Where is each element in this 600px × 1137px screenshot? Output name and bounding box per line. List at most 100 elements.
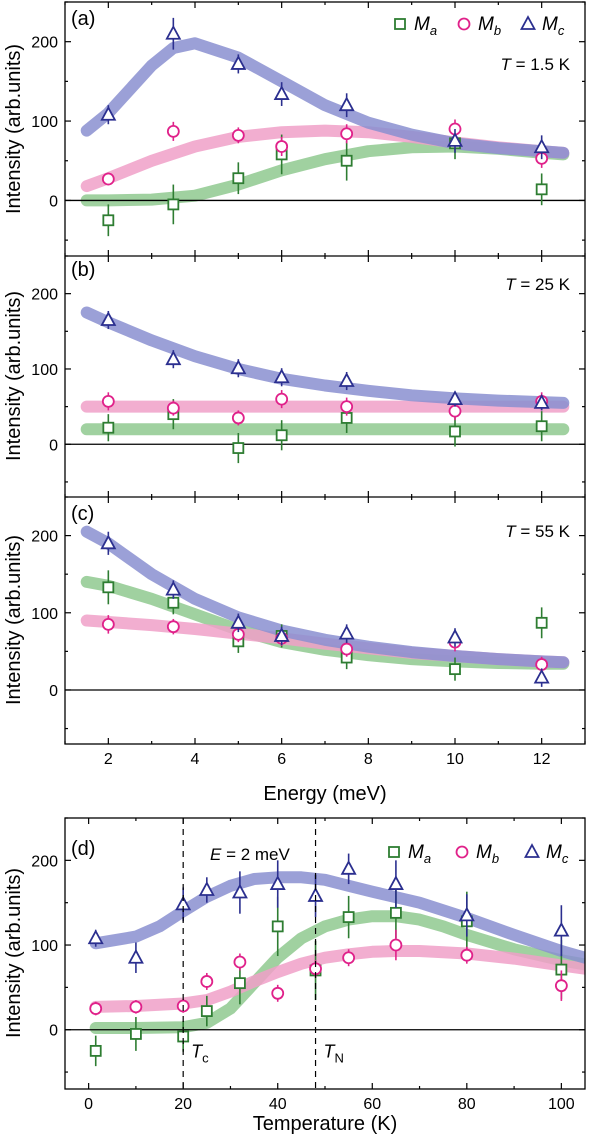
circle-marker	[340, 642, 354, 656]
square-marker	[102, 421, 115, 434]
panel-abc-frame	[64, 1, 586, 745]
circle-marker	[460, 948, 474, 962]
circle-marker	[89, 1002, 103, 1015]
square-marker	[232, 172, 245, 185]
y-tick-label-a: 0	[49, 193, 58, 210]
circle-marker	[166, 124, 180, 138]
triangle-marker	[127, 948, 144, 964]
circle-marker	[389, 938, 403, 952]
y-tick-label-c: 100	[31, 606, 58, 623]
panel-label-d: (d)	[71, 838, 95, 860]
circle-marker	[101, 394, 115, 408]
triangle-marker	[338, 96, 355, 112]
square-marker	[271, 920, 284, 933]
y-tick-label-c: 200	[31, 529, 58, 546]
y-tick-label-d: 100	[31, 938, 58, 955]
circle-marker	[231, 411, 245, 425]
square-marker	[449, 425, 461, 438]
triangle-marker	[231, 883, 248, 899]
triangle-marker	[273, 627, 290, 642]
fit-curve-b-c	[80, 306, 570, 409]
legend-triangle-marker	[519, 15, 537, 30]
legend-square-marker	[394, 18, 406, 30]
triangle-marker	[446, 390, 464, 405]
x-tick-label-c: 4	[191, 751, 200, 768]
triangle-marker	[230, 359, 247, 375]
circle-marker	[271, 986, 285, 1000]
y-axis-title-b: Intensity (arb.units)	[3, 291, 25, 461]
circle-marker	[200, 975, 214, 988]
vline-label-N: TN	[324, 1042, 344, 1066]
square-marker	[167, 596, 180, 609]
annotation-temperature-a: T = 1.5 K	[501, 55, 571, 74]
x-tick-label-d: 40	[269, 1096, 287, 1113]
legend-label-b: Mb	[478, 14, 501, 38]
legend-label-c: Mc	[542, 14, 565, 38]
fit-curve-d-c	[89, 871, 585, 964]
triangle-marker	[338, 624, 355, 640]
circle-marker	[166, 620, 180, 634]
circle-marker	[231, 128, 245, 142]
fit-curve-d-a	[89, 910, 585, 1034]
y-axis-title-c: Intensity (arb.units)	[3, 535, 25, 705]
x-tick-label-c: 8	[364, 751, 373, 768]
square-marker	[102, 214, 115, 227]
legend-label-c: Mc	[546, 842, 569, 866]
square-marker	[535, 183, 548, 196]
x-axis-title-temperature: Temperature (K)	[253, 1113, 398, 1135]
circle-marker	[275, 392, 289, 406]
triangle-marker	[446, 132, 464, 147]
circle-marker	[275, 140, 289, 153]
annotation-energy-d: E = 2 meV	[210, 845, 291, 864]
triangle-marker	[533, 138, 550, 154]
x-tick-label-d: 80	[458, 1096, 476, 1113]
triangle-marker	[100, 311, 117, 326]
square-marker	[535, 420, 548, 433]
triangle-marker	[387, 875, 404, 890]
square-marker	[130, 1028, 142, 1040]
triangle-marker	[230, 55, 247, 70]
square-marker	[275, 429, 288, 442]
fit-curve-a-c	[80, 37, 570, 159]
y-tick-label-b: 0	[49, 437, 58, 454]
fit-curves-d	[89, 871, 585, 1034]
legend-triangle-marker	[523, 843, 541, 858]
data-points	[87, 17, 570, 1067]
circle-marker	[340, 127, 354, 141]
circle-marker	[129, 1000, 143, 1014]
circle-marker	[448, 404, 462, 418]
circle-marker	[101, 617, 115, 631]
y-tick-label-a: 100	[31, 114, 58, 131]
circle-marker	[233, 955, 247, 969]
y-tick-label-b: 200	[31, 287, 58, 304]
x-tick-label-d: 20	[174, 1096, 192, 1113]
legend-label-a: Ma	[408, 842, 431, 866]
fit-curves-abc	[80, 37, 570, 670]
triangle-marker	[269, 875, 286, 890]
panel-label-c: (c)	[71, 503, 94, 525]
y-axis-title-a: Intensity (arb.units)	[3, 44, 25, 214]
fit-curve-d-b	[89, 945, 585, 1013]
legend-d: Ma Mb Mc	[388, 842, 569, 866]
y-axis-title-d: Intensity (arb.units)	[3, 868, 25, 1038]
triangle-marker	[340, 859, 357, 875]
triangle-marker	[273, 85, 290, 100]
x-tick-label-d: 60	[363, 1096, 381, 1113]
y-tick-label-a: 200	[31, 35, 58, 52]
triangle-marker	[230, 613, 247, 629]
circle-marker	[535, 658, 549, 671]
triangle-marker	[165, 580, 182, 596]
panel-label-a: (a)	[71, 8, 95, 30]
vline-label-c: Tc	[191, 1042, 209, 1066]
x-tick-label-c: 6	[277, 751, 286, 768]
square-marker	[390, 906, 402, 919]
circle-marker	[554, 979, 568, 993]
square-marker	[342, 911, 355, 923]
triangle-marker	[100, 105, 117, 121]
legend-label-b: Mb	[476, 842, 499, 866]
square-marker	[200, 1005, 213, 1017]
square-marker	[102, 581, 115, 594]
square-marker	[89, 1044, 102, 1057]
circle-marker	[101, 172, 115, 186]
